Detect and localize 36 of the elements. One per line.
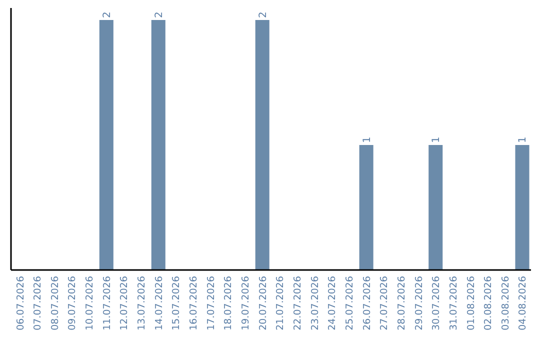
x-tick-label: 17.07.2026 (206, 276, 217, 330)
data-label: 2 (102, 12, 113, 18)
x-tick-label: 08.07.2026 (50, 276, 61, 330)
x-tick-label: 31.07.2026 (448, 276, 460, 330)
x-tick-label: 01.08.2026 (466, 276, 477, 330)
data-label: 1 (518, 136, 529, 143)
x-tick-label: 15.07.2026 (171, 276, 182, 330)
x-tick-label: 14.07.2026 (154, 276, 165, 330)
x-tick-label: 10.07.2026 (84, 276, 96, 330)
x-tick-label: 24.07.2026 (327, 276, 338, 330)
x-tick-label: 09.07.2026 (67, 276, 78, 330)
x-tick-label: 27.07.2026 (379, 276, 390, 330)
x-tick-label: 18.07.2026 (223, 276, 234, 330)
x-tick-label: 04.08.2026 (518, 276, 529, 330)
x-tick-label: 28.07.2026 (396, 276, 408, 330)
x-tick-label: 02.08.2026 (483, 276, 494, 330)
x-tick-label: 19.07.2026 (240, 276, 252, 330)
x-tick-label: 13.07.2026 (136, 276, 148, 330)
x-tick-label: 21.07.2026 (275, 276, 286, 330)
data-label: 2 (154, 12, 165, 18)
data-label: 2 (258, 12, 269, 18)
x-tick-label: 12.07.2026 (119, 276, 130, 330)
x-tick-label: 26.07.2026 (362, 276, 373, 330)
x-tick-label: 29.07.2026 (414, 276, 425, 330)
x-tick-label: 22.07.2026 (292, 276, 304, 330)
x-tick-label: 11.07.2026 (102, 276, 113, 330)
x-tick-label: 16.07.2026 (188, 276, 200, 330)
x-tick-label: 20.07.2026 (258, 276, 269, 330)
data-label: 1 (431, 136, 442, 143)
x-tick-label: 23.07.2026 (310, 276, 321, 330)
x-tick-label: 06.07.2026 (15, 276, 26, 330)
x-tick-label: 25.07.2026 (344, 276, 356, 330)
x-tick-label: 07.07.2026 (32, 276, 44, 330)
data-label: 1 (362, 136, 373, 143)
x-tick-label: 30.07.2026 (431, 276, 442, 330)
x-tick-label: 03.08.2026 (500, 276, 512, 330)
